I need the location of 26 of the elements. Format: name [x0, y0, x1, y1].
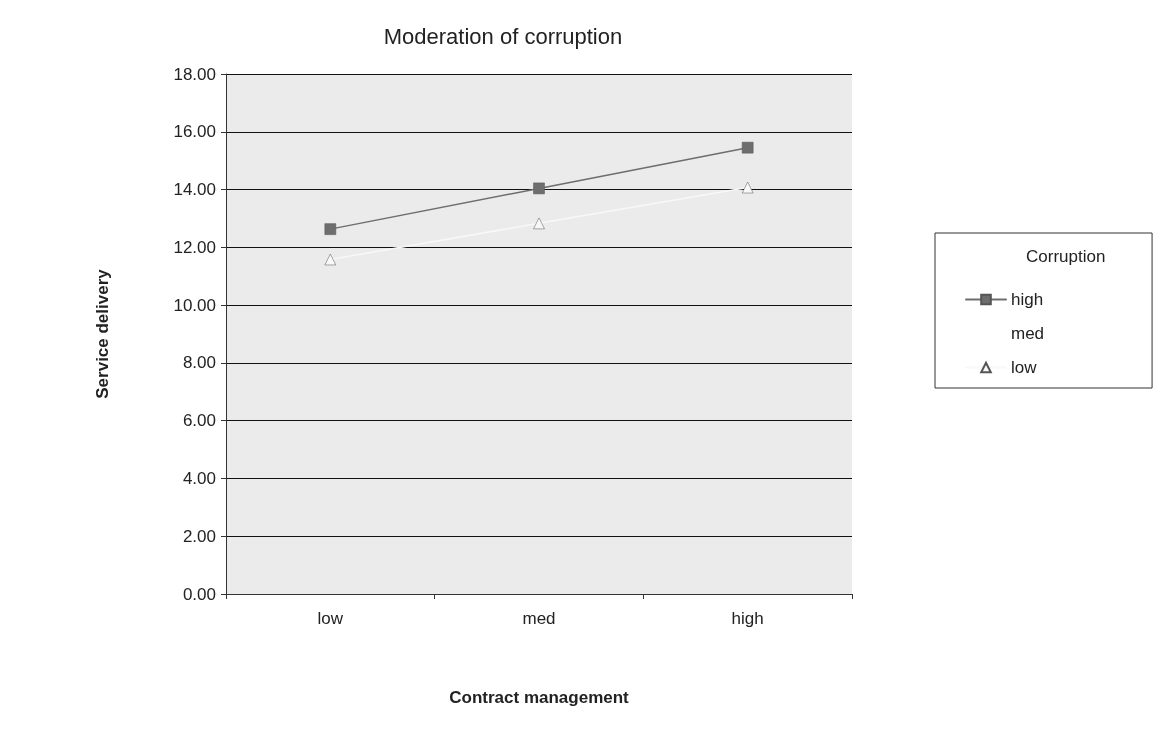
- y-tick-label: 14.00: [173, 180, 216, 200]
- y-tick-label: 0.00: [182, 584, 216, 604]
- y-tick-label: 18.00: [173, 64, 216, 84]
- point: [324, 253, 337, 266]
- y-tick-label: 4.00: [182, 468, 216, 488]
- x-tick-label: high: [731, 609, 764, 628]
- y-tick-label: 2.00: [182, 526, 216, 546]
- point: [741, 181, 754, 194]
- point: [533, 182, 545, 195]
- point: [741, 141, 754, 154]
- x-tick-label: med: [522, 609, 556, 628]
- legend-label: high: [1011, 290, 1044, 309]
- x-axis-title: Contract management: [449, 688, 630, 707]
- text: med: [1011, 324, 1045, 343]
- chart-title: Moderation of corruption: [383, 23, 623, 49]
- y-tick-label: 6.00: [182, 411, 216, 431]
- y-tick-label: 10.00: [173, 295, 216, 315]
- y-tick-label: 8.00: [182, 353, 216, 373]
- legend-title: Corruption: [1026, 247, 1106, 266]
- legend-label: low: [1011, 358, 1038, 377]
- x-tick-label: low: [317, 609, 344, 628]
- point: [533, 217, 545, 230]
- point: [324, 223, 337, 235]
- y-tick-label: 12.00: [173, 237, 216, 257]
- y-tick-label: 16.00: [173, 122, 216, 142]
- y-axis-title: Service delivery: [93, 268, 112, 399]
